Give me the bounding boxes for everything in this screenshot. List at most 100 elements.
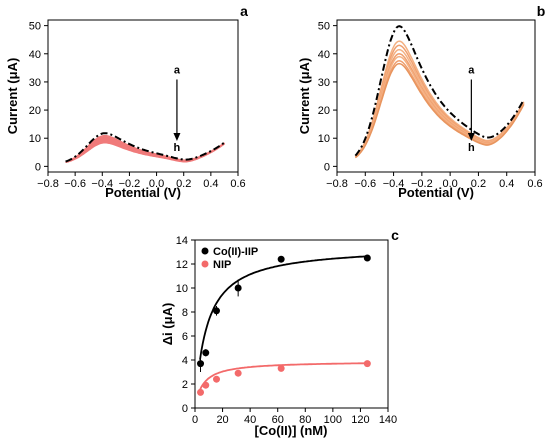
y-axis-ticks: 0 10 20 30 40 50 [318, 21, 337, 173]
series-group [354, 25, 525, 159]
panel-label-a: a [240, 3, 248, 19]
arrow-head [173, 133, 181, 142]
legend-label-iip: Co(II)-IIP [213, 246, 258, 258]
y-axis-ticks: 0 2 4 6 8 10 12 14 [176, 235, 195, 415]
data-point [363, 254, 371, 262]
plot-frame [47, 19, 239, 173]
y-tick-label: 4 [182, 355, 188, 367]
y-tick-label: 30 [318, 77, 330, 89]
fit-curve [199, 255, 367, 360]
y-tick-label: 30 [29, 77, 41, 89]
x-axis-ticks: 0 20 40 60 80 100 120 140 [192, 408, 397, 426]
data-point [234, 369, 242, 377]
arrow-label-end: h [468, 142, 475, 154]
y-axis-ticks: 0 10 20 30 40 50 [29, 21, 48, 173]
legend-marker-iip [201, 247, 209, 255]
x-tick-label: 0.0 [442, 178, 457, 190]
y-tick-label: 12 [176, 259, 188, 271]
trend-arrow: ah [467, 64, 475, 154]
arrow-label-start: a [468, 64, 475, 76]
data-point [197, 388, 205, 396]
legend-marker-nip [201, 260, 209, 268]
x-tick-label: −0.2 [411, 178, 433, 190]
x-tick-label: 0 [192, 414, 198, 426]
series-line [354, 62, 525, 159]
x-tick-label: 20 [216, 414, 228, 426]
x-axis-ticks: −0.8 −0.6 −0.4 −0.2 0.0 0.2 0.4 0.6 [37, 172, 246, 190]
data-point [213, 375, 221, 383]
data-point [234, 284, 242, 292]
y-tick-label: 0 [324, 161, 330, 173]
data-point [213, 307, 221, 315]
x-axis-label: Potential (V) [105, 185, 181, 200]
legend-label-nip: NIP [213, 259, 231, 271]
x-axis-ticks: −0.8 −0.6 −0.4 −0.2 0.0 0.2 0.4 0.6 [326, 172, 543, 190]
x-tick-label: −0.4 [91, 178, 113, 190]
x-tick-label: 80 [299, 414, 311, 426]
legend: Co(II)-IIP NIP [201, 246, 258, 271]
x-tick-label: 0.4 [499, 178, 514, 190]
panel-a: −0.8 −0.6 −0.4 −0.2 0.0 0.2 0.4 0.6 0 10 20 30 40 50… [5, 3, 248, 200]
x-tick-label: −0.6 [64, 178, 86, 190]
x-tick-label: 100 [324, 414, 342, 426]
x-axis-label: [Co(II)] (nM) [255, 423, 328, 438]
y-tick-label: 10 [176, 283, 188, 295]
y-axis-label: Δi (μA) [160, 303, 175, 346]
series-line [65, 141, 225, 164]
x-tick-label: −0.4 [383, 178, 405, 190]
x-tick-label: −0.8 [37, 178, 59, 190]
y-tick-label: 40 [318, 49, 330, 61]
x-tick-label: 140 [379, 414, 397, 426]
x-tick-label: 0.2 [176, 178, 191, 190]
y-axis-label: Current (μA) [297, 58, 312, 135]
x-tick-label: 0.4 [203, 178, 218, 190]
y-tick-label: 14 [176, 235, 188, 247]
y-tick-label: 6 [182, 331, 188, 343]
y-tick-label: 0 [35, 161, 41, 173]
series-group [65, 132, 225, 164]
trend-arrow: ah [173, 64, 181, 154]
arrow-label-end: h [174, 142, 181, 154]
data-point [277, 364, 285, 372]
y-tick-label: 10 [29, 133, 41, 145]
y-tick-label: 0 [182, 403, 188, 415]
x-tick-label: 0.2 [471, 178, 486, 190]
y-tick-label: 20 [29, 105, 41, 117]
data-point [197, 360, 205, 368]
arrow-label-start: a [174, 64, 181, 76]
data-point [277, 255, 285, 263]
panel-b: −0.8 −0.6 −0.4 −0.2 0.0 0.2 0.4 0.6 0 10 20 30 40 50… [297, 3, 545, 200]
x-tick-label: 0.0 [149, 178, 164, 190]
x-tick-label: 40 [244, 414, 256, 426]
y-tick-label: 40 [29, 49, 41, 61]
panel-c: 0 20 40 60 80 100 120 140 0 2 4 6 8 10 12 14 Co(II)-II… [160, 227, 399, 438]
x-tick-label: −0.8 [326, 178, 348, 190]
y-tick-label: 2 [182, 379, 188, 391]
fit-curve [199, 362, 367, 391]
x-tick-label: 0.6 [527, 178, 542, 190]
x-tick-label: −0.2 [119, 178, 141, 190]
y-tick-label: 8 [182, 307, 188, 319]
series-group [197, 254, 371, 396]
panel-label-b: b [537, 3, 546, 19]
x-tick-label: −0.6 [354, 178, 376, 190]
y-axis-label: Current (μA) [5, 58, 20, 135]
y-tick-label: 20 [318, 105, 330, 117]
series-line-blank [65, 132, 225, 163]
arrow-head [467, 133, 475, 142]
panel-label-c: c [391, 227, 399, 243]
x-axis-label: Potential (V) [398, 185, 474, 200]
data-point [202, 381, 210, 389]
x-tick-label: 0.6 [230, 178, 245, 190]
data-point [363, 360, 371, 368]
y-tick-label: 10 [318, 133, 330, 145]
x-tick-label: 60 [272, 414, 284, 426]
y-tick-label: 50 [318, 21, 330, 33]
data-point [202, 349, 210, 357]
plot-frame [194, 239, 389, 409]
series-line-blank [354, 25, 525, 157]
plot-frame [336, 19, 536, 173]
x-tick-label: 120 [351, 414, 369, 426]
y-tick-label: 50 [29, 21, 41, 33]
